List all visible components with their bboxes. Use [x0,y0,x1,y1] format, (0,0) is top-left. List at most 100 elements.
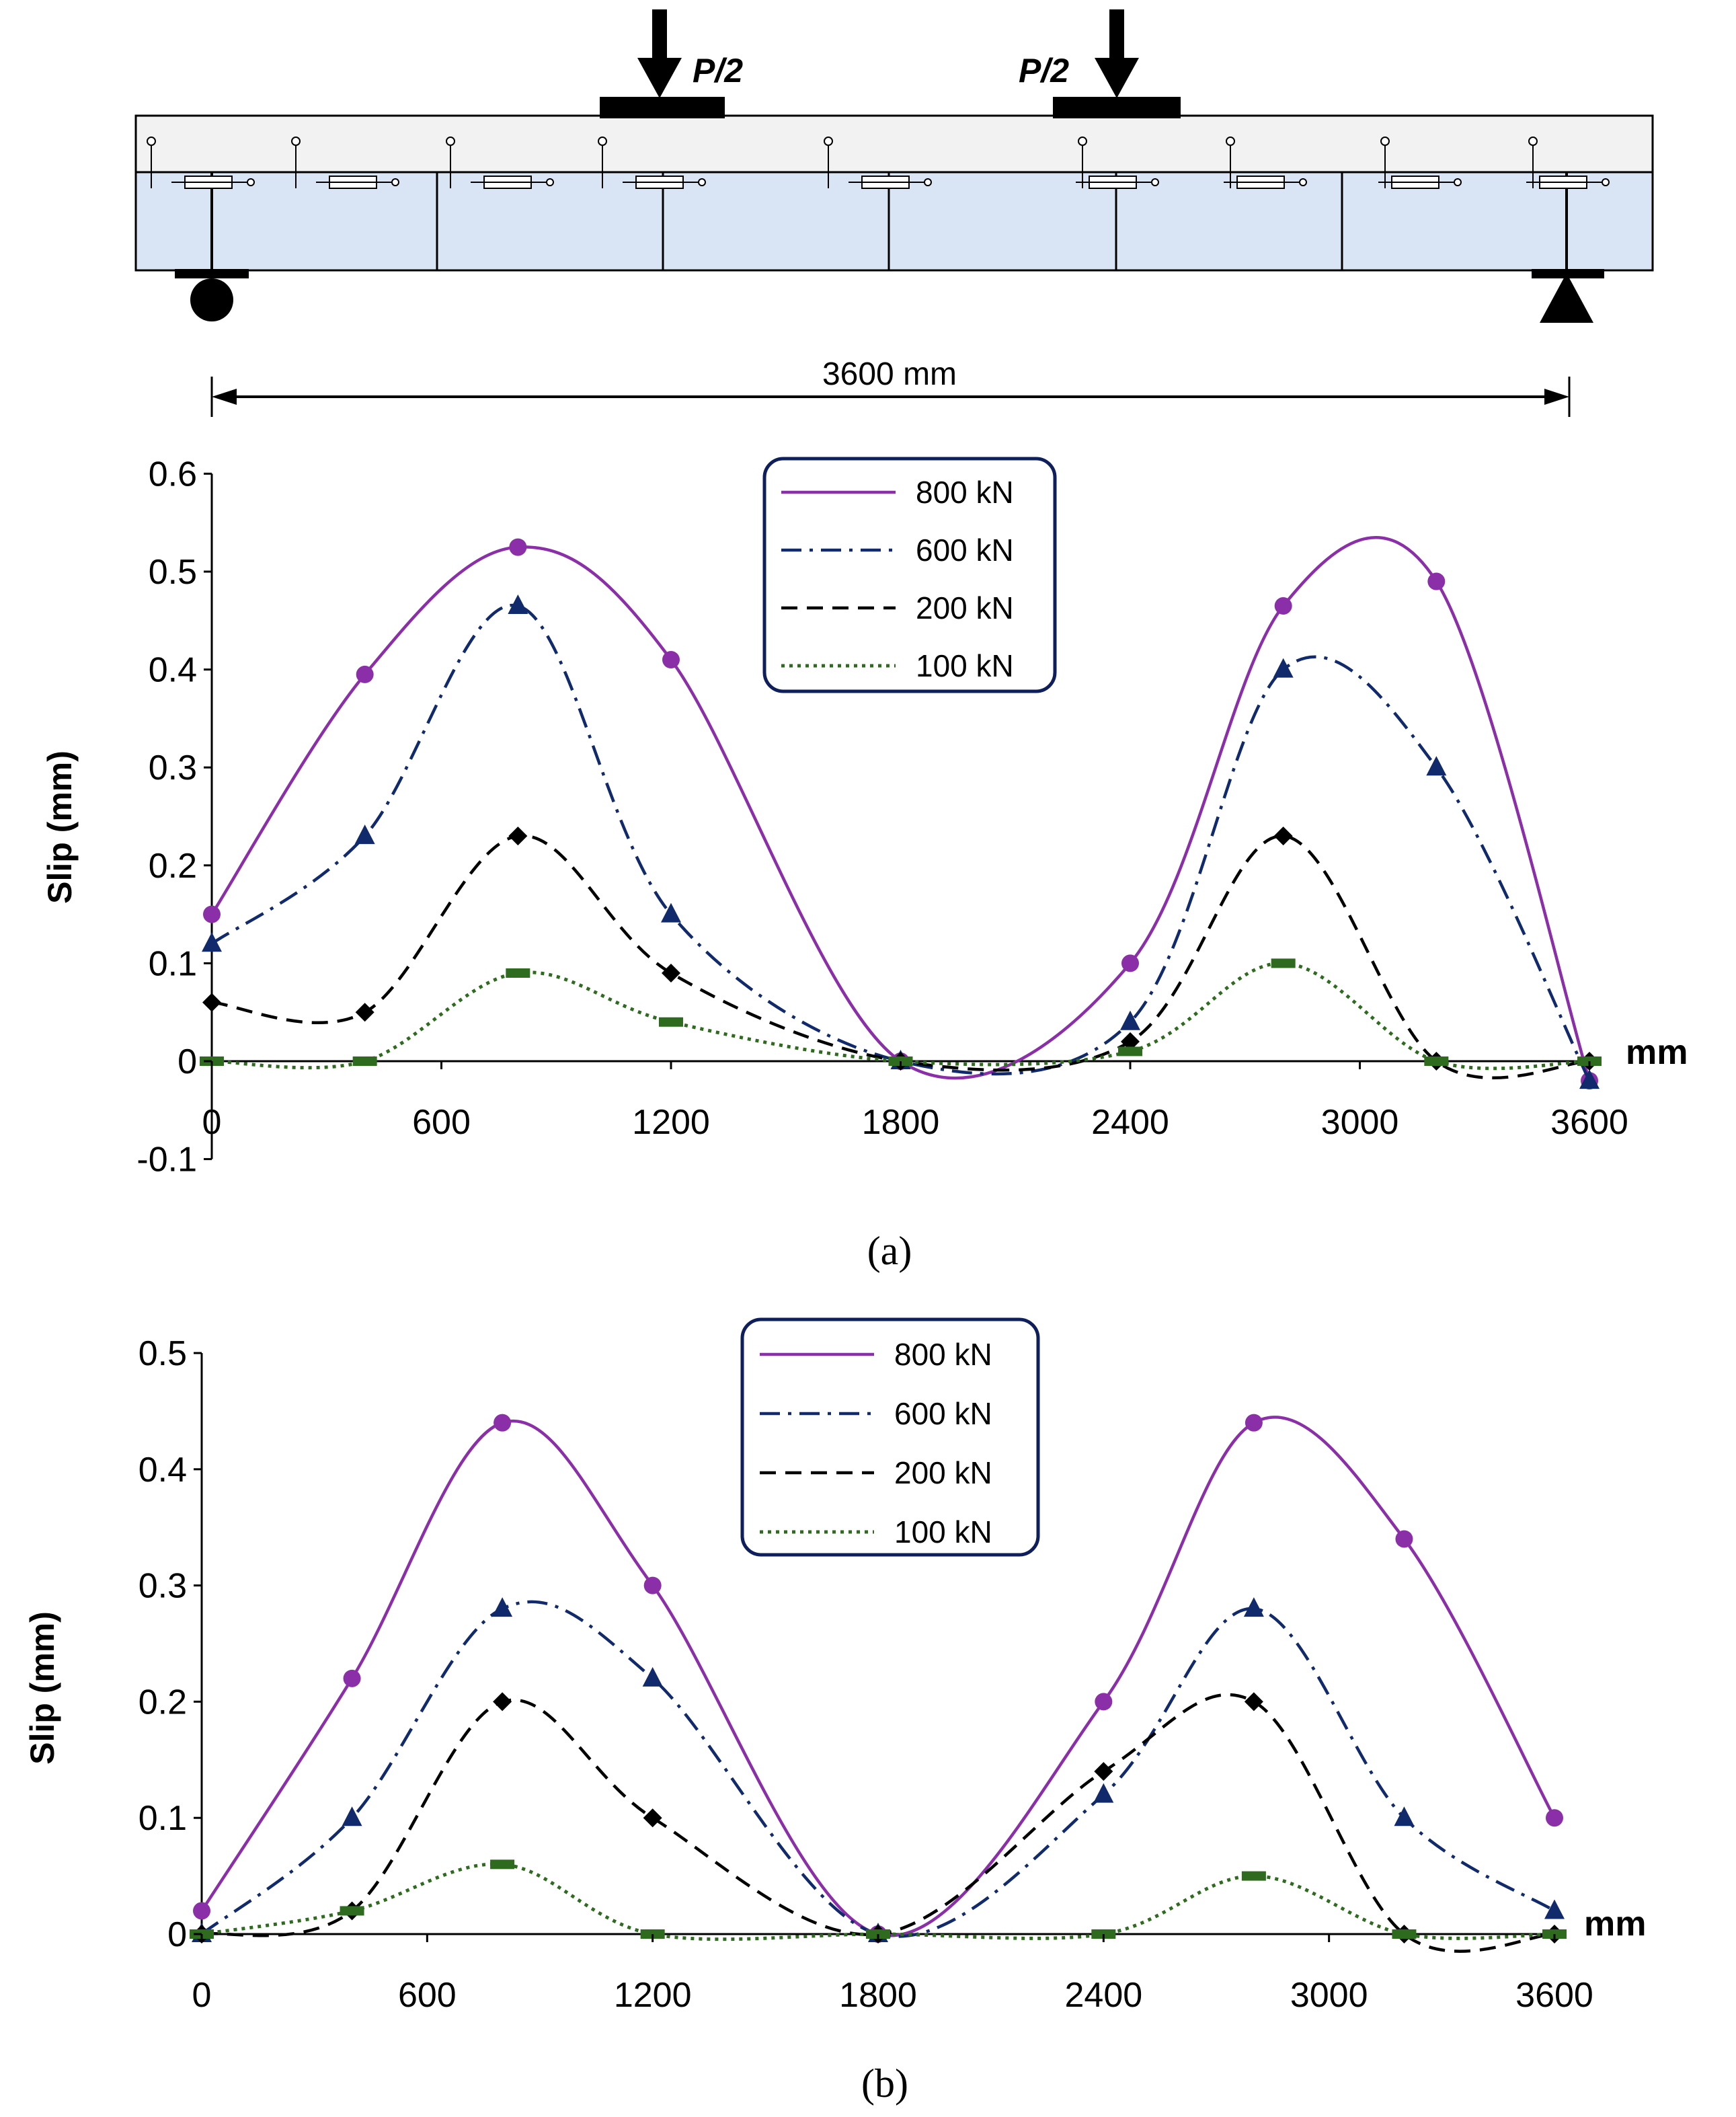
data-point-circle [1274,596,1292,615]
span-dimension [210,377,1571,417]
data-point-triangle [1120,1010,1140,1030]
data-point-triangle [1544,1899,1565,1919]
y-tick-label: 0.6 [149,455,197,494]
data-point-bar [506,968,530,978]
beam-diagram: P/2 P/2 3600 mm [134,9,1654,417]
lvdt-gauge-icon [1224,137,1307,189]
series-line-200-kn [211,834,1590,1079]
data-point-circle [1095,1693,1113,1711]
data-point-circle [193,1902,210,1920]
chart-b-panel-label: (b) [861,2061,908,2106]
lvdt-gauges [147,137,1610,189]
data-point-diamond [662,963,680,983]
chart-b-ticks: 0.5 0.4 0.3 0.2 0.1 00 600 1200 1800 2400 3000 3600 [139,1334,1593,2015]
data-point-bar [1271,958,1296,968]
data-point-triangle [1426,756,1447,776]
chart-a-xlabel: mm [1626,1033,1688,1072]
data-point-circle [509,538,527,556]
lvdt-gauge-icon [598,137,706,189]
data-point-bar [659,1017,683,1027]
legend-box [762,457,1057,693]
load-plate-left [600,97,725,118]
chart-b-ylabel: Slip (mm) [24,1611,61,1765]
x-tick-label: 1200 [614,1976,692,2015]
load-label-left: P/2 [693,52,743,89]
x-tick-label: 1800 [862,1103,940,1142]
x-tick-label: 2400 [1091,1103,1169,1142]
lvdt-gauge-icon [1378,137,1462,189]
load-arrow-right-icon [1095,9,1139,98]
y-tick-label: 0.2 [149,847,197,886]
data-point-circle [203,905,221,923]
y-tick-label: 0.1 [149,944,197,983]
data-point-triangle [1093,1783,1114,1803]
y-tick-label: 0.4 [139,1451,187,1490]
data-point-diamond [1244,1692,1263,1711]
y-tick-label: 0.2 [139,1683,187,1722]
x-tick-label: 2400 [1064,1976,1142,2015]
roller-support-icon [190,278,233,321]
data-point-diamond [643,1808,662,1828]
chart-a-legend: 800 kN 600 kN 200 kN 100 kN [762,457,1057,693]
data-point-circle [1245,1414,1263,1432]
lvdt-gauge-icon [291,137,399,189]
data-point-diamond [1121,1032,1140,1051]
data-point-diamond [508,826,528,846]
data-point-triangle [661,902,681,923]
data-point-triangle [202,932,222,952]
load-arrow-left-icon [637,9,682,98]
y-tick-label: -0.1 [136,1141,197,1180]
load-plate-right [1053,97,1181,118]
chart-a-ticks: 0.60.50.40.30.20.10-0.10 600 1200 1800 2400 3… [136,455,1628,1179]
data-point-bar [1241,1871,1266,1881]
data-point-triangle [354,824,375,845]
chart-a: 0.60.50.40.30.20.10-0.10 600 1200 1800 2400 3… [41,455,1688,1273]
data-point-bar [1424,1056,1449,1066]
data-point-triangle [508,594,528,614]
series-line-800-kn [210,536,1591,1081]
chart-a-panel-label: (a) [867,1229,912,1273]
data-point-diamond [355,1003,374,1022]
data-point-circle [343,1669,361,1687]
data-point-diamond [493,1692,512,1711]
y-tick-label: 0.4 [149,651,197,690]
legend-label: 800 kN [894,1337,992,1372]
data-point-circle [1546,1809,1563,1827]
data-point-bar [340,1906,364,1916]
data-point-triangle [1394,1806,1415,1826]
data-point-bar [490,1859,515,1870]
x-tick-label: 1200 [632,1103,710,1142]
lvdt-gauge-icon [1076,137,1159,189]
x-tick-label: 3600 [1550,1103,1628,1142]
data-point-circle [494,1414,512,1432]
x-tick-label: 0 [192,1976,212,2015]
legend-label: 200 kN [894,1455,992,1490]
y-tick-label: 0.5 [139,1334,187,1373]
legend-label: 600 kN [916,533,1014,568]
data-point-diamond [202,993,221,1012]
data-point-circle [662,651,680,669]
x-tick-label: 3600 [1515,1976,1593,2015]
support-plate-right [1532,269,1604,278]
series-line-600-kn [210,603,1591,1082]
y-tick-label: 0 [177,1042,197,1081]
y-tick-label: 0.5 [149,553,197,592]
y-tick-label: 0.1 [139,1799,187,1838]
data-point-circle [1121,954,1139,972]
pin-support-icon [1540,273,1593,323]
span-label: 3600 mm [822,356,957,392]
data-point-diamond [1273,826,1293,846]
data-point-triangle [1273,658,1294,678]
x-tick-label: 3000 [1321,1103,1399,1142]
x-tick-label: 1800 [839,1976,917,2015]
data-point-triangle [1243,1597,1264,1617]
y-tick-label: 0.3 [149,748,197,787]
y-tick-label: 0.3 [139,1567,187,1606]
data-point-circle [356,665,374,683]
legend-label: 100 kN [894,1514,992,1549]
legend-label: 800 kN [916,475,1014,510]
data-point-bar [352,1056,377,1066]
load-label-right: P/2 [1019,52,1069,89]
data-point-triangle [1579,1069,1600,1089]
